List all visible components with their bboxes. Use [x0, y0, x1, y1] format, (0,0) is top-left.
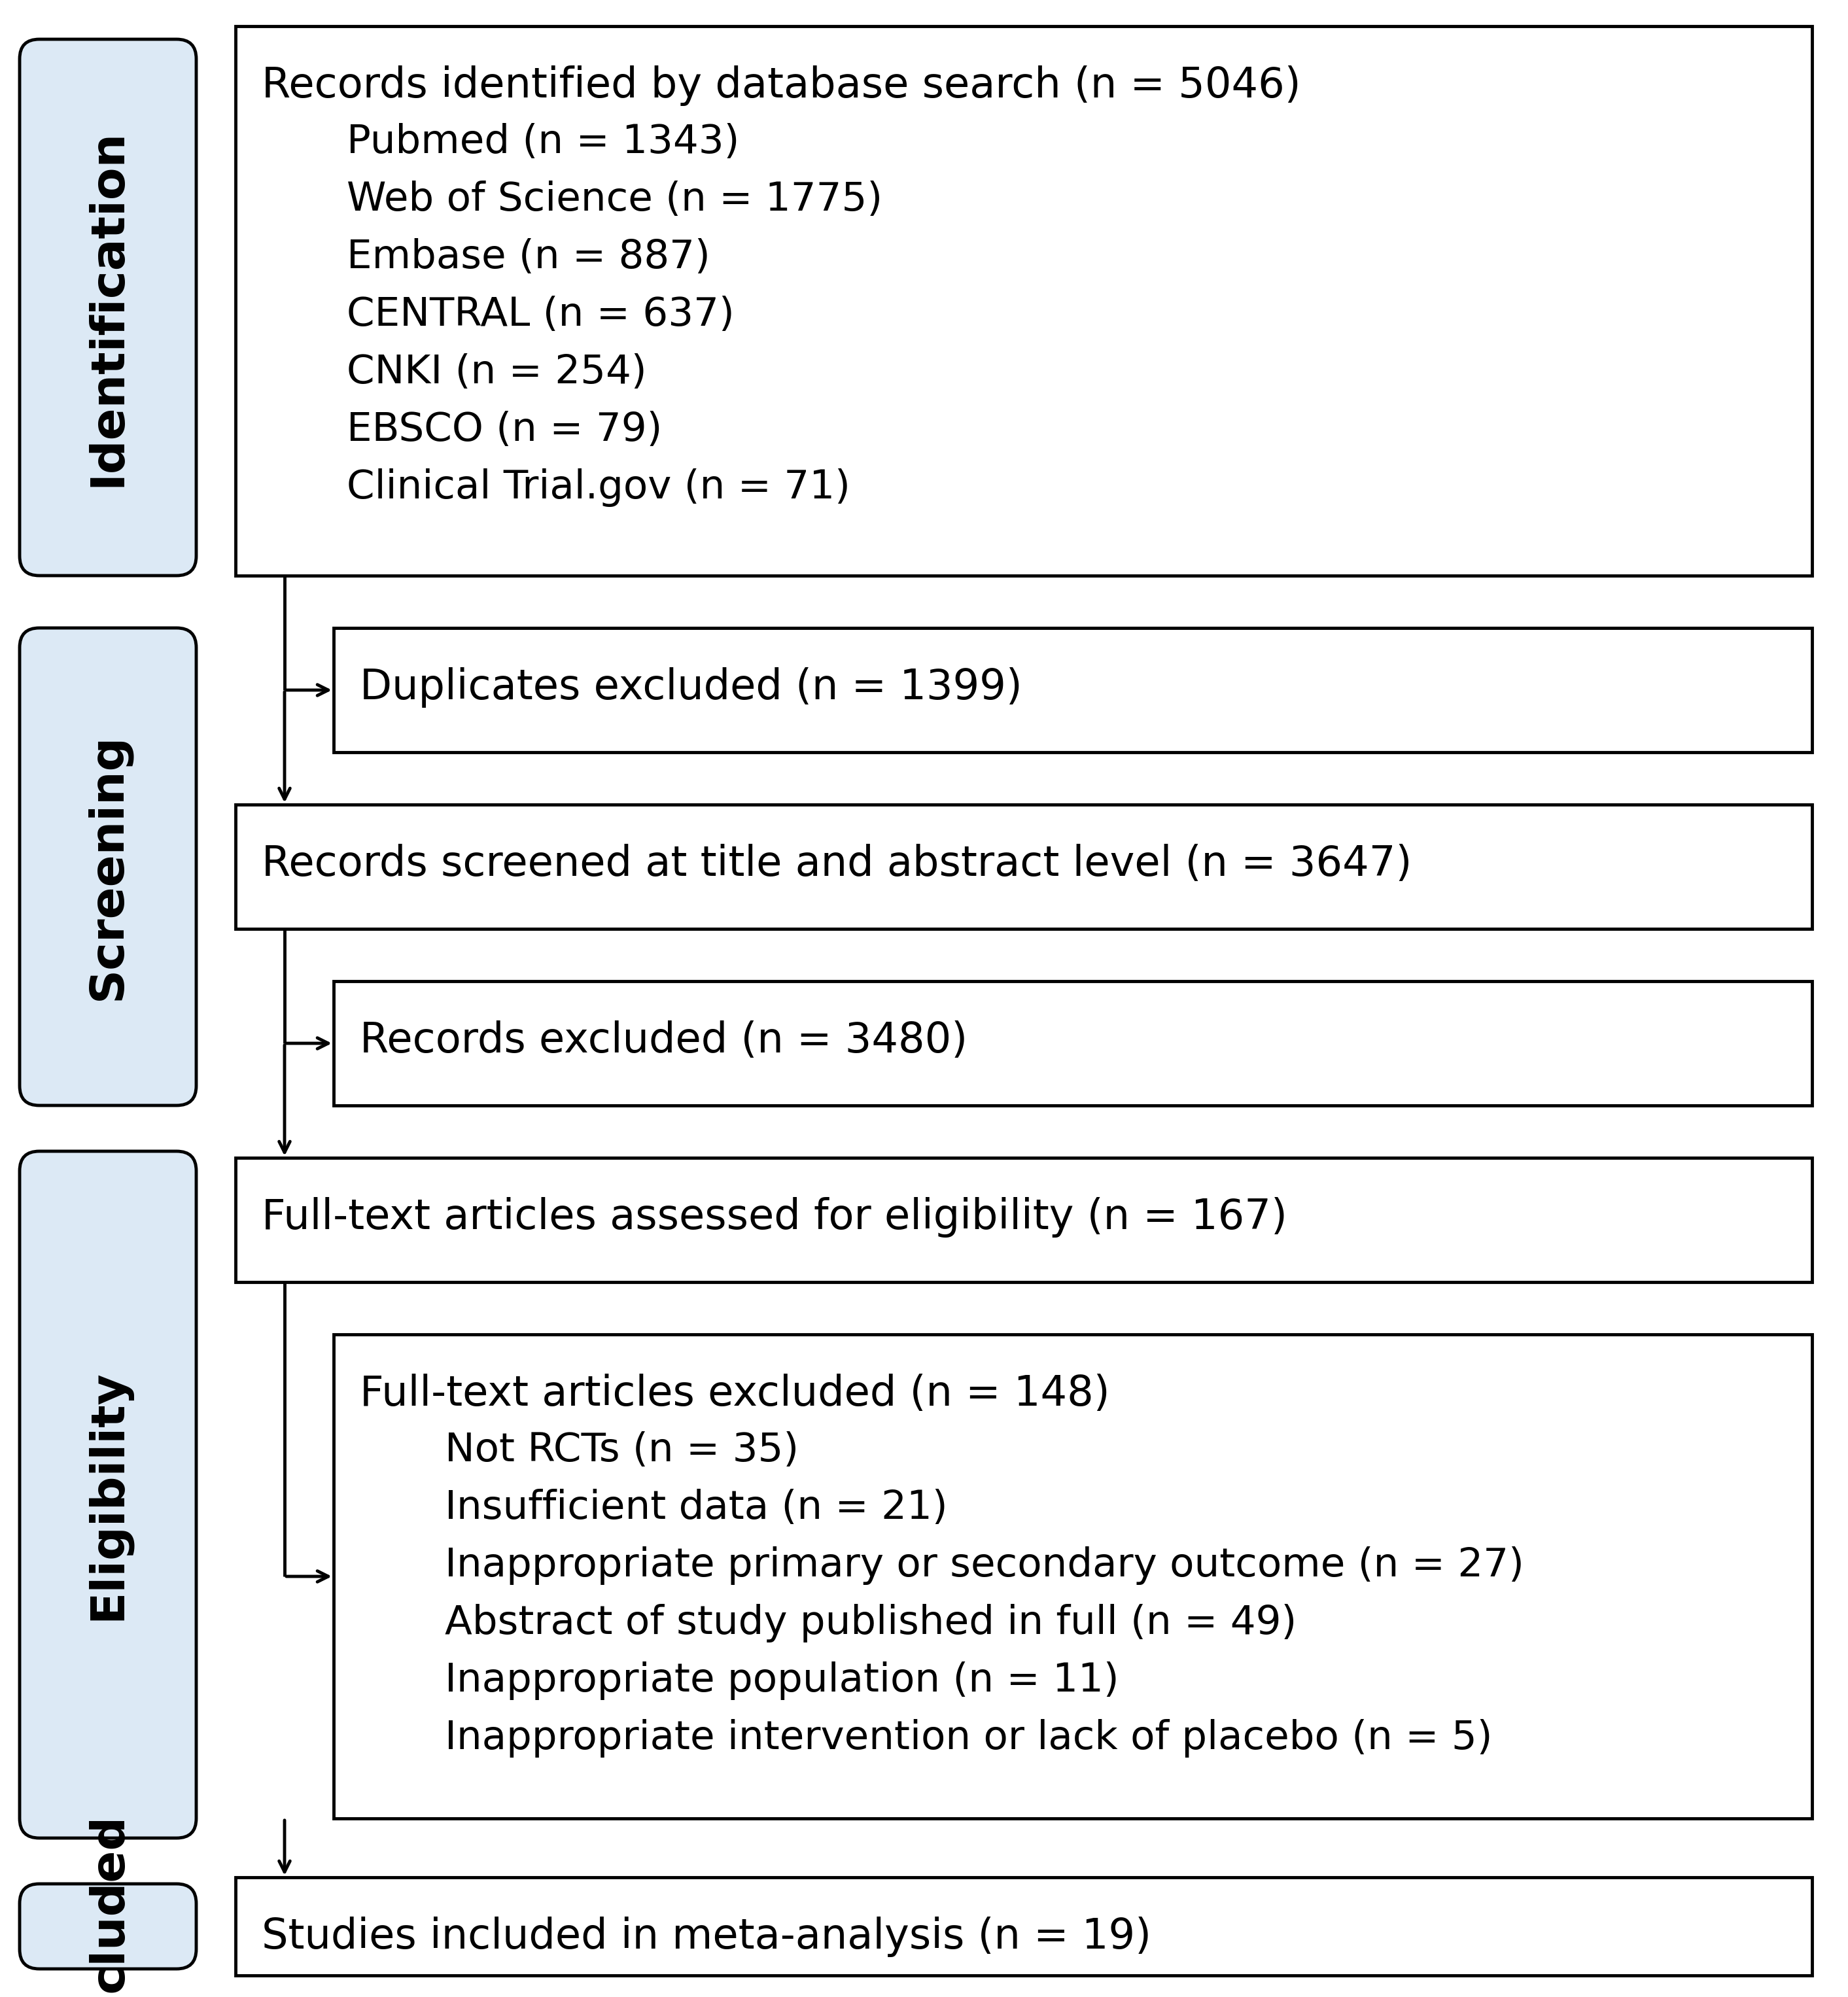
Text: Records identified by database search (n = 5046): Records identified by database search (n… — [262, 66, 1301, 106]
Bar — [334, 981, 1813, 1106]
Text: Not RCTs (n = 35): Not RCTs (n = 35) — [445, 1432, 798, 1470]
Text: Full-text articles excluded (n = 148): Full-text articles excluded (n = 148) — [360, 1374, 1111, 1414]
Text: Embase (n = 887): Embase (n = 887) — [347, 238, 710, 278]
Text: Duplicates excluded (n = 1399): Duplicates excluded (n = 1399) — [360, 667, 1022, 707]
Text: Records excluded (n = 3480): Records excluded (n = 3480) — [360, 1020, 968, 1060]
Text: Inappropriate intervention or lack of placebo (n = 5): Inappropriate intervention or lack of pl… — [445, 1719, 1493, 1757]
Text: Identification: Identification — [85, 128, 131, 487]
Text: CNKI (n = 254): CNKI (n = 254) — [347, 353, 647, 391]
FancyBboxPatch shape — [20, 1883, 196, 1969]
Text: Full-text articles assessed for eligibility (n = 167): Full-text articles assessed for eligibil… — [262, 1196, 1288, 1238]
Text: EBSCO (n = 79): EBSCO (n = 79) — [347, 411, 662, 449]
Text: Screening: Screening — [85, 733, 131, 1000]
Text: Pubmed (n = 1343): Pubmed (n = 1343) — [347, 124, 739, 162]
Bar — [235, 1877, 1813, 1975]
Bar — [235, 26, 1813, 575]
Text: Inappropriate population (n = 11): Inappropriate population (n = 11) — [445, 1662, 1120, 1699]
FancyBboxPatch shape — [20, 40, 196, 575]
Bar — [235, 805, 1813, 929]
Text: Studies included in meta-analysis (n = 19): Studies included in meta-analysis (n = 1… — [262, 1917, 1151, 1957]
Text: Abstract of study published in full (n = 49): Abstract of study published in full (n =… — [445, 1604, 1297, 1642]
Bar — [334, 1334, 1813, 1819]
Text: Records screened at title and abstract level (n = 3647): Records screened at title and abstract l… — [262, 845, 1412, 885]
Text: Clinical Trial.gov (n = 71): Clinical Trial.gov (n = 71) — [347, 469, 850, 507]
Text: Inappropriate primary or secondary outcome (n = 27): Inappropriate primary or secondary outco… — [445, 1546, 1525, 1586]
Text: Eligibility: Eligibility — [85, 1370, 131, 1620]
Text: Included: Included — [85, 1811, 131, 1997]
Bar — [235, 1158, 1813, 1282]
Text: CENTRAL (n = 637): CENTRAL (n = 637) — [347, 296, 734, 333]
FancyBboxPatch shape — [20, 1150, 196, 1837]
Text: Insufficient data (n = 21): Insufficient data (n = 21) — [445, 1488, 948, 1528]
FancyBboxPatch shape — [20, 627, 196, 1106]
Text: Web of Science (n = 1775): Web of Science (n = 1775) — [347, 180, 883, 220]
Bar — [334, 627, 1813, 753]
